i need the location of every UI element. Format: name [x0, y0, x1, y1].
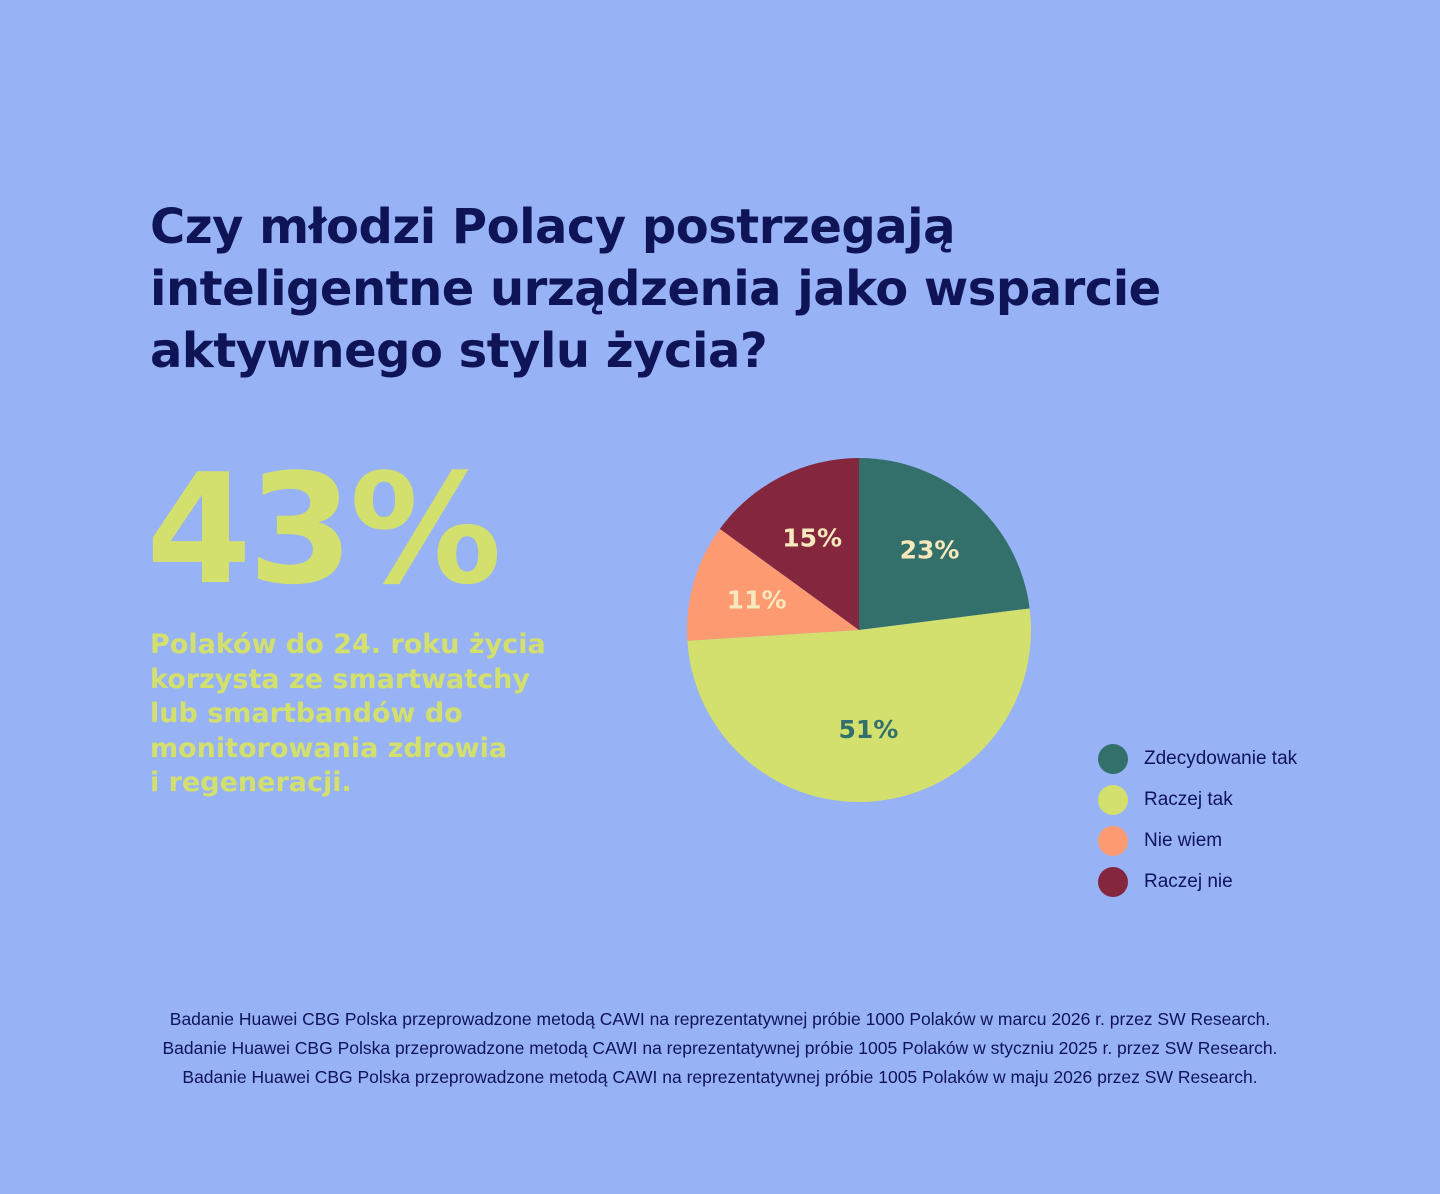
legend-label: Raczej tak: [1144, 788, 1233, 810]
title-line: inteligentne urządzenia jako wsparcie: [150, 261, 1161, 317]
pie-data-label: 15%: [782, 524, 842, 553]
pie-slice-3: [687, 528, 859, 641]
highlight-description: Polaków do 24. roku życia korzysta ze sm…: [150, 628, 570, 801]
footnote: Badanie Huawei CBG Polska przeprowadzone…: [162, 1038, 1278, 1058]
legend-swatch: [1098, 784, 1128, 815]
legend-label: Raczej nie: [1144, 870, 1233, 892]
title-line: aktywnego stylu życia?: [150, 323, 768, 379]
pie-data-label: 23%: [900, 536, 960, 565]
highlight-value: 43%: [146, 441, 502, 618]
legend-item: Zdecydowanie tak: [1098, 738, 1297, 779]
pie-slice-2: [687, 608, 1031, 803]
description-line: korzysta ze smartwatchy: [150, 663, 530, 695]
legend-item: Raczej nie: [1098, 861, 1297, 902]
legend-item: Nie wiem: [1098, 820, 1297, 861]
description-line: i regeneracji.: [150, 767, 352, 798]
legend-label: Nie wiem: [1144, 829, 1223, 851]
pie-data-label: 51%: [838, 715, 898, 744]
legend-swatch: [1098, 866, 1128, 897]
legend-item: Raczej tak: [1098, 779, 1297, 820]
footnote: Badanie Huawei CBG Polska przeprowadzone…: [169, 1009, 1271, 1029]
pie-slice-1: [859, 458, 1030, 630]
footnote: Badanie Huawei CBG Polska przeprowadzone…: [182, 1067, 1258, 1087]
title-line: Czy młodzi Polacy postrzegają: [150, 199, 956, 255]
chart-legend: Zdecydowanie tak Raczej tak Nie wiem Rac…: [1098, 738, 1297, 902]
description-line: lub smartbandów do: [150, 698, 463, 729]
page-title: Czy młodzi Polacy postrzegają inteligent…: [150, 196, 1250, 382]
legend-label: Zdecydowanie tak: [1144, 747, 1298, 769]
description-line: Polaków do 24. roku życia: [150, 629, 546, 660]
pie-slice-4: [719, 458, 859, 630]
legend-swatch: [1098, 825, 1128, 856]
description-line: monitorowania zdrowia: [150, 732, 508, 764]
footnotes: Badanie Huawei CBG Polska przeprowadzone…: [0, 1005, 1440, 1092]
pie-data-label: 11%: [727, 586, 787, 615]
legend-swatch: [1098, 743, 1128, 774]
